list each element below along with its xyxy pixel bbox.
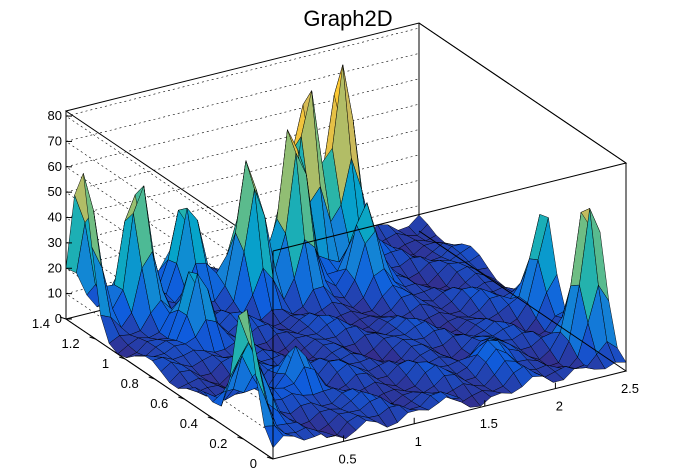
y-tick-label: 0.6: [150, 396, 168, 411]
y-tick-mark: [89, 336, 96, 340]
front-frame: [65, 22, 628, 460]
z-tick-label: 10: [48, 286, 62, 301]
z-tick-label: 70: [48, 133, 62, 148]
chart-title: Graph2D: [303, 6, 392, 31]
floor-front-edge: [65, 230, 628, 460]
y-tick-label: 0: [250, 456, 257, 471]
z-tick-label: 0: [55, 311, 62, 326]
y-tick-label: 0.4: [180, 416, 198, 431]
y-tick-mark: [118, 356, 126, 360]
x-tick-label: 2.5: [621, 381, 639, 396]
x-tick-label: 1: [415, 434, 422, 449]
y-tick-label: 0.2: [209, 436, 227, 451]
y-tick-label: 1.4: [32, 316, 50, 331]
x-tick-label: 2: [556, 399, 563, 414]
surface-cell: [606, 341, 627, 363]
z-tick-label: 60: [48, 159, 62, 174]
z-tick-label: 20: [48, 260, 62, 275]
y-tick-label: 1: [102, 356, 109, 371]
y-tick-mark: [266, 456, 274, 460]
y-axis: 0 0.2 0.4 0.6 0.8 1 1.2 1.4: [32, 316, 274, 471]
x-tick-label: 0.5: [339, 451, 357, 466]
x-tick-label: 1.5: [480, 416, 498, 431]
y-tick-label: 1.2: [61, 336, 79, 351]
y-tick-mark: [237, 436, 244, 440]
surface-mesh: [65, 64, 627, 449]
y-tick-label: 0.8: [121, 376, 139, 391]
y-tick-mark: [178, 396, 185, 400]
y-tick-mark: [148, 376, 155, 380]
x-tick-label: 0: [273, 469, 280, 472]
y-tick-mark: [207, 416, 215, 420]
z-tick-label: 30: [48, 235, 62, 250]
y-tick-mark: [59, 316, 67, 320]
z-tick-label: 50: [48, 184, 62, 199]
z-axis: 0 10 20 30 40 50 60 70 80: [48, 108, 72, 326]
z-tick-label: 80: [48, 108, 62, 123]
x-axis: 0 0.5 1 1.5 2 2.5: [272, 365, 639, 472]
z-tick-label: 40: [48, 210, 62, 225]
